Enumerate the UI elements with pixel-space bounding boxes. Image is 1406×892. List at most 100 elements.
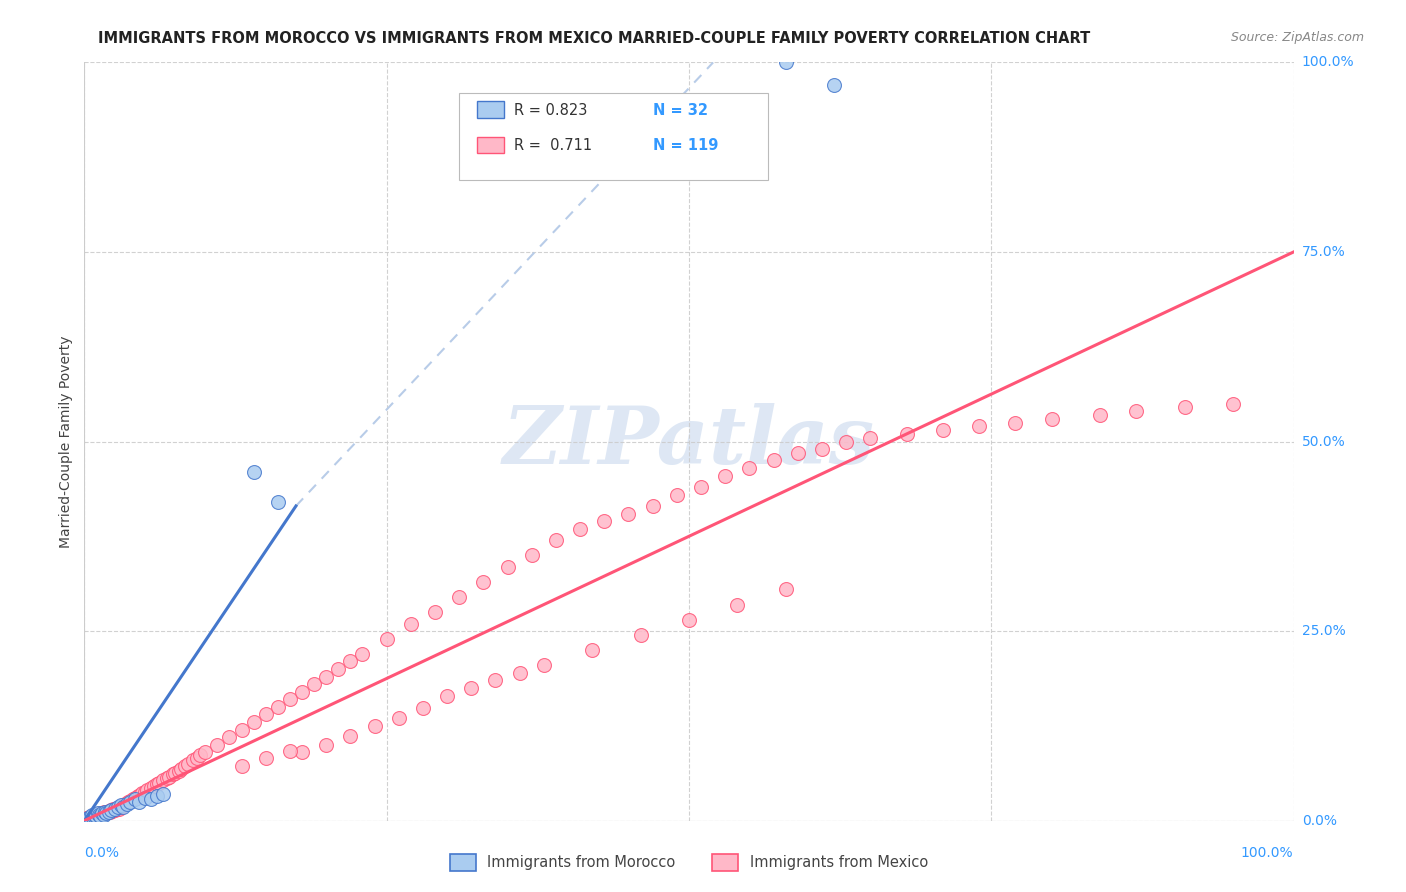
Point (82, 810, 104, 824)
Text: R = 0.823: R = 0.823 (513, 103, 586, 118)
Point (83, 808, 105, 822)
Point (96, 805, 118, 820)
Point (107, 800, 129, 814)
Point (641, 499, 664, 513)
Point (665, 487, 688, 501)
Point (1004, 416, 1026, 430)
Point (569, 522, 592, 536)
Point (775, 55, 797, 70)
Point (762, 453, 785, 467)
Point (181, 753, 204, 767)
Point (315, 738, 337, 752)
Point (104, 803, 127, 817)
Point (328, 662, 350, 676)
Point (94, 806, 117, 821)
Point (134, 791, 156, 805)
Text: R =  0.711: R = 0.711 (513, 138, 592, 153)
Point (520, 548, 543, 563)
Point (136, 783, 159, 797)
Point (120, 794, 142, 808)
Point (811, 442, 834, 457)
Point (218, 730, 240, 744)
Point (242, 715, 264, 730)
Point (449, 590, 471, 604)
Point (127, 789, 149, 804)
Point (388, 711, 411, 725)
Point (97, 804, 120, 818)
Text: 75.0%: 75.0% (1302, 245, 1346, 259)
FancyBboxPatch shape (478, 136, 503, 153)
Point (89, 807, 111, 822)
Point (254, 751, 277, 765)
Point (1174, 401, 1197, 415)
Point (83, 809, 105, 823)
Point (167, 764, 190, 778)
Text: Source: ZipAtlas.com: Source: ZipAtlas.com (1230, 31, 1364, 45)
Point (91, 806, 114, 821)
Point (155, 771, 177, 785)
Point (186, 750, 208, 764)
Point (87, 807, 110, 822)
Point (91, 806, 114, 821)
Point (581, 643, 603, 657)
Point (107, 801, 129, 815)
Text: 0.0%: 0.0% (1302, 814, 1337, 828)
Point (177, 756, 200, 771)
Point (194, 746, 217, 760)
Point (1040, 412, 1063, 426)
Point (143, 779, 166, 793)
Point (496, 559, 519, 574)
Point (436, 689, 458, 703)
Point (339, 655, 361, 669)
Point (146, 777, 169, 791)
Point (87, 806, 110, 821)
Point (932, 423, 955, 437)
Point (100, 803, 122, 817)
Point (152, 773, 174, 788)
Point (100, 803, 122, 817)
Text: ZIPatlas: ZIPatlas (503, 403, 875, 480)
Point (170, 762, 193, 776)
Point (98, 805, 121, 819)
Point (617, 507, 640, 521)
Point (231, 723, 253, 737)
Point (117, 796, 139, 810)
Point (76, 811, 98, 825)
Point (131, 786, 153, 800)
Point (146, 789, 169, 804)
Point (267, 699, 290, 714)
Point (139, 792, 162, 806)
Point (128, 795, 150, 809)
Point (104, 801, 127, 815)
Point (352, 647, 374, 661)
FancyBboxPatch shape (478, 101, 503, 118)
Point (278, 744, 301, 758)
Point (896, 427, 918, 442)
Point (89, 809, 111, 823)
Point (472, 574, 495, 589)
Point (231, 759, 253, 773)
Point (1222, 396, 1244, 410)
Point (77, 810, 100, 824)
Point (1125, 404, 1147, 418)
Point (775, 582, 797, 597)
Point (112, 800, 135, 814)
Point (77, 811, 100, 825)
Point (86, 808, 108, 822)
Point (80, 808, 103, 822)
Text: 0.0%: 0.0% (84, 846, 120, 860)
Point (509, 665, 531, 680)
Point (375, 632, 398, 646)
Point (291, 685, 314, 699)
Point (93, 805, 115, 820)
Point (533, 658, 555, 673)
Point (84, 807, 107, 822)
Point (157, 770, 180, 784)
Point (86, 806, 108, 821)
Point (79, 810, 101, 824)
Point (93, 807, 115, 822)
Point (162, 767, 184, 781)
Point (173, 759, 195, 773)
Point (460, 681, 482, 695)
Point (165, 765, 187, 780)
